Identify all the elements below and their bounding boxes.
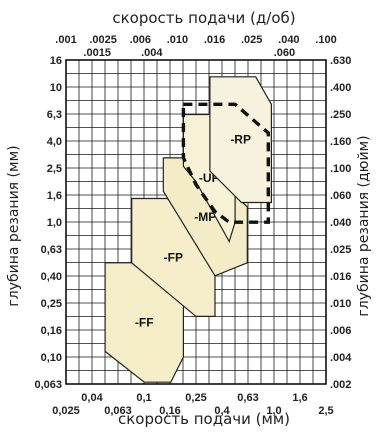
top-tick-label: .006: [130, 34, 151, 46]
right-axis-title: глубина резания (дюйм): [356, 135, 372, 316]
regions-layer: -FF-FP-MP-UP-RP: [104, 76, 272, 383]
region-label-rp: -RP: [230, 133, 251, 147]
bottom-tick-label: 1,0: [266, 405, 281, 417]
right-tick-label: .016: [330, 271, 351, 283]
region-label-ff: -FF: [135, 315, 154, 329]
left-tick-label: 0,063: [34, 379, 62, 391]
region-rp: [209, 76, 272, 204]
left-tick-label: 0,40: [41, 271, 62, 283]
left-tick-label: 0,16: [41, 325, 62, 337]
right-tick-label: .630: [330, 55, 351, 67]
left-tick-label: 1,0: [47, 217, 62, 229]
left-tick-label: 10: [50, 82, 62, 94]
top-tick-label: .060: [274, 47, 295, 59]
right-tick-label: .250: [330, 109, 351, 121]
right-tick-label: .025: [330, 244, 351, 256]
plot-frame: [65, 59, 327, 385]
dashed-outline: [181, 102, 270, 224]
tick-labels-layer: .001 .0025 .006 .010 .016 .025 .040 .100 .0015 .0…: [34, 34, 352, 417]
top-tick-label: .004: [141, 47, 163, 59]
right-tick-label: .160: [330, 136, 351, 148]
left-tick-label: 6,3: [47, 109, 62, 121]
right-tick-label: .040: [330, 217, 351, 229]
bottom-tick-label: 0,04: [81, 392, 103, 404]
bottom-tick-label: 0,63: [237, 392, 258, 404]
top-tick-label: .040: [278, 34, 299, 46]
left-tick-label: 1,6: [47, 190, 62, 202]
bottom-tick-label: 2,5: [318, 405, 333, 417]
right-tick-label: .400: [330, 82, 351, 94]
top-tick-label: .025: [241, 34, 262, 46]
right-tick-label: .006: [330, 325, 351, 337]
left-axis-title: глубина резания (мм): [6, 145, 22, 306]
right-tick-label: .002: [330, 379, 351, 391]
top-tick-label: .010: [167, 34, 188, 46]
top-tick-label: .001: [55, 34, 76, 46]
bottom-tick-label: 1,6: [292, 392, 307, 404]
top-tick-label: .0025: [89, 34, 117, 46]
bottom-tick-label: 0,1: [136, 392, 151, 404]
bottom-axis-title: скорость подачи (мм): [118, 410, 290, 428]
left-tick-label: 0,10: [41, 352, 62, 364]
bottom-tick-label: 0,16: [159, 405, 180, 417]
left-tick-label: 4,0: [47, 136, 62, 148]
bottom-tick-label: 0,025: [52, 405, 80, 417]
top-tick-label: .016: [204, 34, 225, 46]
top-tick-label: .100: [315, 34, 336, 46]
bottom-tick-label: 0,25: [185, 392, 206, 404]
bottom-tick-label: 0,4: [214, 405, 230, 417]
right-tick-label: .004: [330, 352, 352, 364]
left-tick-label: 0,25: [41, 298, 62, 310]
top-tick-label: .0015: [83, 47, 111, 59]
region-label-fp: -FP: [164, 250, 183, 264]
dashed-outline-layer: [181, 102, 270, 224]
right-tick-label: .010: [330, 298, 351, 310]
left-tick-label: 0,63: [41, 244, 62, 256]
left-tick-label: 2,5: [47, 163, 62, 175]
top-axis-title: скорость подачи (д/об): [112, 9, 295, 27]
region-label-mp: -MP: [194, 210, 216, 224]
right-tick-label: .100: [330, 163, 351, 175]
bottom-tick-label: 0,063: [104, 405, 132, 417]
right-tick-label: .060: [330, 190, 351, 202]
left-tick-label: 16: [50, 55, 62, 67]
